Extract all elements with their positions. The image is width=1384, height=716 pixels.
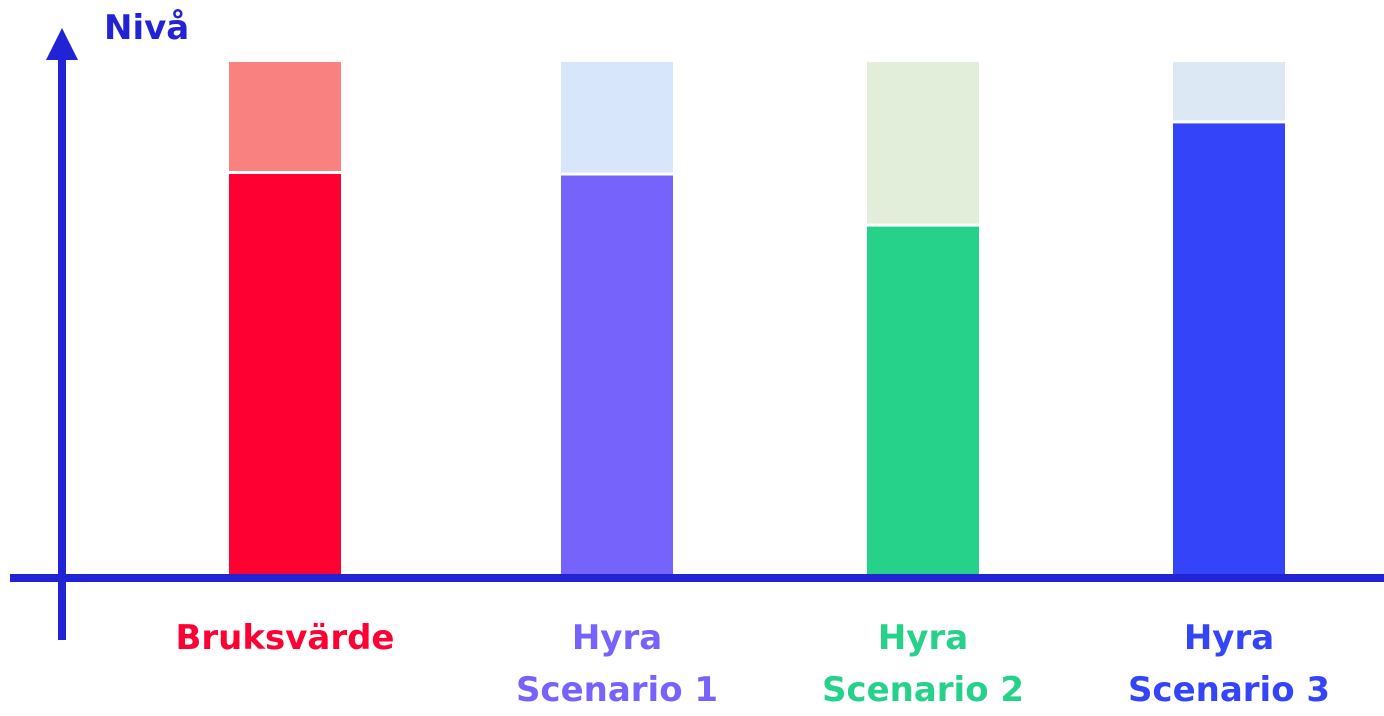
bar-top-segment bbox=[229, 62, 341, 171]
bar-top-segment bbox=[1173, 62, 1285, 121]
category-label-line1: Hyra bbox=[877, 618, 969, 658]
bar-base-segment bbox=[867, 226, 979, 578]
bars-group bbox=[229, 62, 1285, 579]
bar-base-segment bbox=[229, 173, 341, 579]
category-label-line2: Scenario 2 bbox=[821, 670, 1025, 710]
bar-base-segment bbox=[561, 175, 673, 578]
category-label-line2: Scenario 1 bbox=[515, 670, 719, 710]
bar-top-segment bbox=[561, 62, 673, 173]
axes-group bbox=[10, 28, 1384, 640]
y-axis-arrow-icon bbox=[46, 28, 78, 60]
category-label-line1: Hyra bbox=[571, 618, 663, 658]
y-axis-label: Nivå bbox=[104, 8, 190, 48]
category-label-scenario-2: Hyra Scenario 2 bbox=[773, 612, 1073, 716]
category-label-line1: Hyra bbox=[1183, 618, 1275, 658]
bar-base-segment bbox=[1173, 123, 1285, 579]
category-label-line1: Bruksvärde bbox=[175, 618, 395, 658]
category-label-scenario-3: Hyra Scenario 3 bbox=[1079, 612, 1379, 716]
category-label-line2: Scenario 3 bbox=[1127, 670, 1331, 710]
bar-top-segment bbox=[867, 62, 979, 224]
category-label-scenario-1: Hyra Scenario 1 bbox=[467, 612, 767, 716]
category-label-bruksvarde: Bruksvärde bbox=[135, 612, 435, 664]
